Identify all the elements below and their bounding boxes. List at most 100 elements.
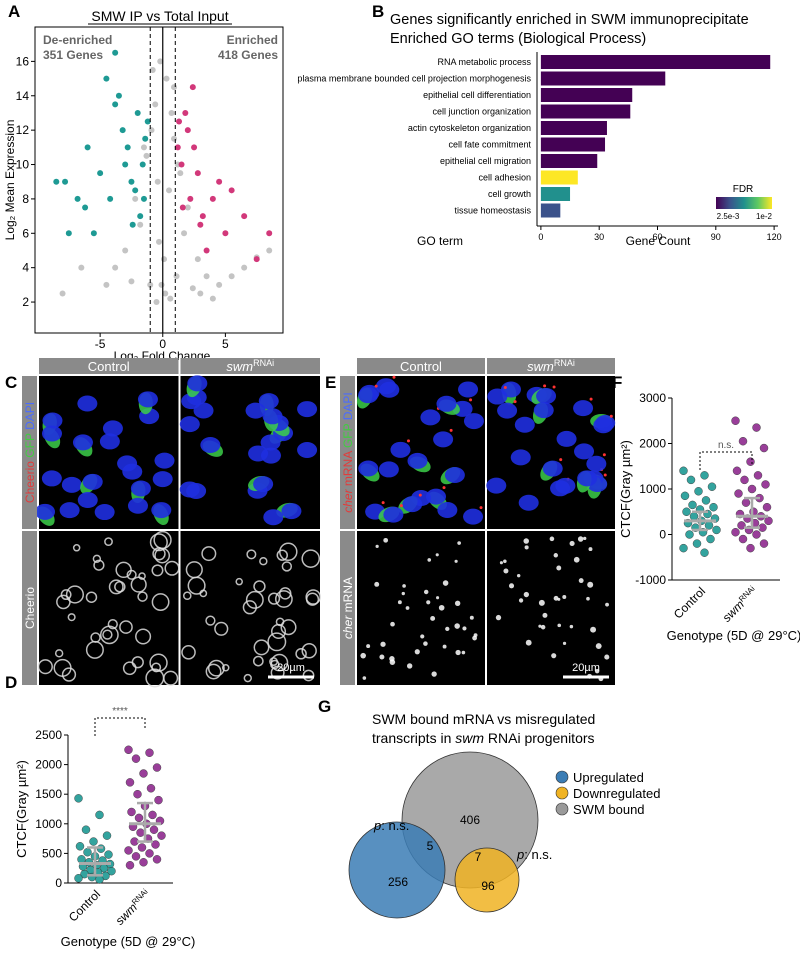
nucleus — [154, 452, 175, 469]
nucleus — [536, 388, 557, 405]
nucleus — [200, 436, 221, 453]
signal-spot — [243, 673, 252, 683]
bar — [540, 104, 631, 119]
rna-dot — [479, 506, 483, 510]
x-tick-label: 120 — [767, 232, 782, 242]
point — [179, 204, 186, 211]
point — [147, 281, 154, 288]
bar — [540, 71, 666, 86]
point — [103, 281, 110, 288]
header-sup: RNAi — [253, 358, 274, 368]
nucleus — [130, 480, 151, 497]
stain-part: DAPI — [23, 402, 37, 433]
y-tick-label: 2500 — [35, 728, 62, 742]
micrograph — [357, 531, 485, 685]
signal-spot — [375, 544, 379, 549]
rna-dot — [543, 384, 547, 388]
signal-spot — [473, 633, 478, 638]
signal-spot — [414, 649, 420, 655]
nucleus — [433, 431, 454, 448]
signal-spot — [402, 584, 406, 588]
legend-swatch — [555, 770, 569, 784]
venn-count: 256 — [388, 875, 408, 889]
signal-spot — [549, 536, 555, 542]
point — [191, 144, 198, 151]
point — [145, 849, 154, 858]
signal-spot — [438, 604, 445, 611]
signal-spot — [201, 546, 217, 562]
y-tick-label: 0 — [55, 876, 62, 890]
nucleus — [463, 413, 484, 430]
x-tick-label: Control — [671, 584, 708, 621]
significance-bracket — [94, 717, 146, 736]
point — [125, 860, 135, 870]
point — [152, 763, 162, 772]
signal-spot — [518, 598, 524, 603]
colorbar-title: FDR — [733, 184, 754, 195]
signal-spot — [131, 656, 144, 669]
signal-spot — [182, 591, 192, 601]
x-tick-label: Control — [66, 887, 103, 924]
point — [119, 127, 126, 134]
title-part: SWM bound mRNA vs misregulated — [372, 711, 595, 727]
point — [764, 516, 773, 526]
stain-part: Cheerio — [23, 461, 37, 503]
signal-spot — [562, 641, 567, 646]
chart-title: SMW IP vs Total Input — [91, 8, 228, 24]
y-tick-label: 8 — [22, 192, 29, 206]
point — [157, 58, 164, 65]
signal-spot — [423, 641, 428, 646]
nucleus — [82, 473, 103, 490]
point — [139, 769, 148, 778]
point — [124, 846, 133, 855]
signal-spot — [595, 643, 602, 650]
nucleus — [487, 388, 508, 405]
signal-spot — [270, 665, 285, 680]
point — [228, 187, 235, 194]
rna-dot — [392, 375, 396, 379]
nucleus — [586, 455, 607, 472]
point — [738, 436, 748, 446]
category-label: plasma membrane bounded cell projection … — [297, 74, 531, 84]
legend-label: Upregulated — [573, 770, 644, 785]
signal-spot — [553, 595, 559, 601]
x-tick-label: -5 — [95, 337, 106, 351]
nucleus — [59, 502, 80, 519]
point — [171, 84, 178, 91]
point — [139, 161, 146, 168]
category-label: tissue homeostasis — [454, 206, 531, 216]
rna-dot — [442, 486, 446, 490]
signal-spot — [594, 669, 600, 674]
nucleus — [463, 508, 484, 525]
signal-spot — [130, 576, 147, 593]
signal-spot — [259, 556, 268, 566]
rna-dot — [503, 386, 507, 390]
header-bar — [487, 358, 615, 374]
stain-part: mRNA — [341, 577, 355, 616]
rna-dot — [418, 493, 422, 497]
point — [136, 828, 145, 837]
nucleus — [179, 416, 200, 433]
signal-spot — [569, 540, 575, 547]
point — [741, 498, 751, 507]
stain-part: mRNA — [341, 451, 355, 490]
nucleus — [574, 443, 595, 460]
stain-part: cher — [341, 488, 355, 512]
nucleus — [179, 481, 200, 498]
signal-spot — [138, 572, 146, 580]
nucleus — [444, 467, 465, 484]
signal-spot — [181, 644, 196, 660]
category-text: Control — [671, 584, 708, 621]
header-text: swm — [527, 359, 554, 374]
annotation-text: : n.s. — [381, 818, 409, 833]
signal-spot — [275, 617, 285, 627]
signal-spot — [445, 626, 450, 631]
point — [171, 135, 178, 142]
point — [184, 127, 191, 134]
signal-spot — [102, 629, 113, 640]
stain-label: cher mRNA GFP DAPI — [341, 392, 355, 513]
signal-spot — [503, 568, 509, 574]
point — [156, 238, 162, 245]
point — [694, 487, 703, 496]
header-label: Control — [88, 359, 130, 374]
